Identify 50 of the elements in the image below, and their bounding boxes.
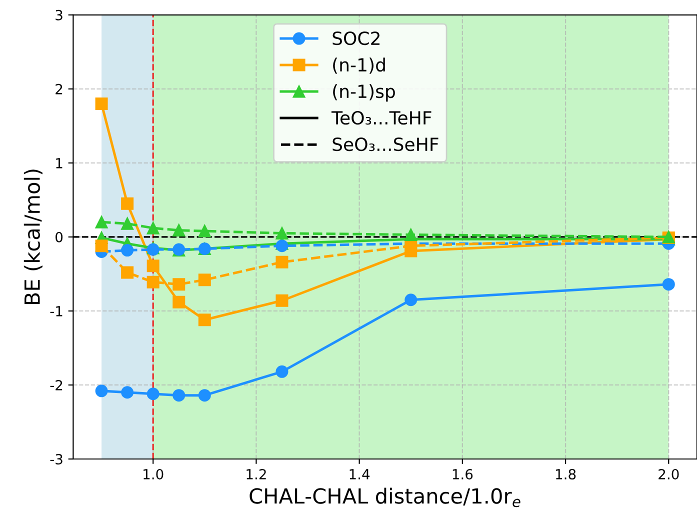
x-tick-label: 1.2	[246, 468, 266, 480]
y-tick-label: 1	[56, 158, 62, 168]
y-axis-title: BE (kcal/mol)	[24, 170, 42, 304]
point	[95, 240, 108, 252]
point	[172, 224, 186, 237]
point	[121, 197, 134, 210]
point	[121, 217, 134, 230]
annotation: TeO₃...TeHF	[331, 110, 432, 125]
x-tick-label: 1.0	[144, 468, 164, 480]
point	[95, 384, 108, 398]
y-tick-label: -3	[50, 454, 62, 464]
point	[276, 365, 288, 378]
point	[121, 266, 134, 279]
point	[276, 294, 288, 307]
x-axis-title: CHAL-CHAL distance/1.0r$_{e}$	[250, 488, 520, 508]
point	[198, 389, 211, 402]
point	[95, 97, 108, 110]
point	[121, 386, 134, 399]
point	[198, 274, 211, 286]
x-tick-label: 1.8	[556, 468, 576, 480]
point	[146, 276, 160, 288]
point	[146, 222, 160, 234]
point	[276, 240, 288, 252]
y-tick-label: 3	[56, 10, 62, 20]
x-tick-label: 2.0	[658, 468, 679, 480]
point	[146, 260, 160, 272]
point	[198, 314, 211, 326]
legend-label: (n-1)sp	[333, 84, 395, 102]
y-tick-label: -2	[50, 380, 62, 390]
point	[404, 228, 418, 241]
point	[404, 294, 418, 306]
y-tick-label: 0	[56, 232, 63, 242]
point	[662, 278, 675, 291]
legend-label: SOC2	[332, 31, 380, 46]
point	[172, 389, 186, 402]
point	[146, 243, 160, 256]
point	[121, 244, 134, 257]
point	[146, 388, 160, 400]
point	[276, 256, 288, 268]
x-tick-label: 1.6	[452, 468, 473, 480]
y-tick-label: -1	[50, 306, 62, 316]
point	[95, 216, 108, 228]
legend-label: (n-1)d	[333, 58, 385, 74]
point	[276, 227, 288, 240]
x-tick-label: 1.4	[350, 469, 370, 480]
point	[172, 278, 186, 291]
y-tick-label: 2	[56, 84, 62, 94]
point	[198, 224, 211, 238]
point	[172, 296, 186, 308]
annotation: SeO₃...SeHF	[332, 137, 438, 152]
